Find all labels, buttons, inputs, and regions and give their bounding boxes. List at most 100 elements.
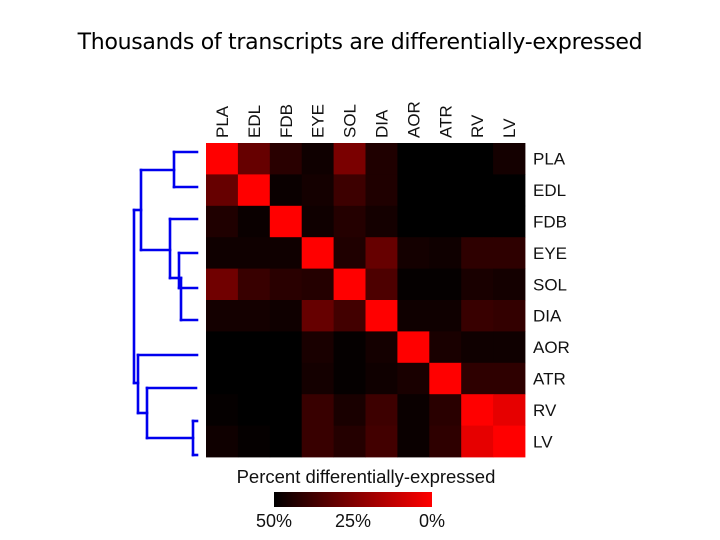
heatmap-cell xyxy=(269,237,303,269)
heatmap-cell xyxy=(301,268,334,301)
column-label: ATR xyxy=(436,105,455,138)
heatmap-cell xyxy=(333,300,366,332)
heatmap-cell xyxy=(493,237,526,269)
heatmap-cell xyxy=(333,362,366,395)
column-label: FDB xyxy=(277,104,296,138)
heatmap-cell xyxy=(493,143,526,175)
heatmap-cell xyxy=(301,331,334,364)
heatmap-cell xyxy=(269,362,303,395)
heatmap-cell xyxy=(493,174,526,207)
heatmap-cell xyxy=(365,331,398,364)
heatmap-cell xyxy=(365,143,398,175)
column-label: EYE xyxy=(309,104,328,138)
heatmap-cell xyxy=(365,205,398,238)
heatmap-cell xyxy=(397,174,430,207)
heatmap-cell xyxy=(461,331,494,364)
slide-title: Thousands of transcripts are differentia… xyxy=(77,30,643,55)
heatmap-cell xyxy=(397,143,430,175)
heatmap-cell xyxy=(333,237,366,269)
heatmap-cell xyxy=(206,205,239,238)
heatmap-cell xyxy=(206,143,239,175)
heatmap-cell xyxy=(365,394,398,426)
row-dendrogram xyxy=(132,150,199,457)
heatmap-cell xyxy=(269,425,303,458)
heatmap-cell xyxy=(206,300,239,332)
heatmap-cell xyxy=(206,237,239,269)
heatmap-cell xyxy=(397,362,430,395)
heatmap-cell xyxy=(365,237,398,269)
heatmap-cell xyxy=(365,174,398,207)
heatmap-cell xyxy=(237,237,271,269)
heatmap-cell xyxy=(493,394,526,426)
row-label: AOR xyxy=(533,338,570,357)
heatmap-cell xyxy=(461,205,494,238)
heatmap-cell xyxy=(301,425,334,458)
heatmap-cell xyxy=(333,394,366,426)
row-label: EDL xyxy=(533,181,566,200)
heatmap-cell xyxy=(429,237,462,269)
heatmap-cell xyxy=(397,237,430,269)
heatmap-cell xyxy=(397,300,430,332)
heatmap-cell xyxy=(269,268,303,301)
heatmap-cell xyxy=(397,205,430,238)
row-label: EYE xyxy=(533,244,567,263)
heatmap-cell xyxy=(206,268,239,301)
heatmap-cell xyxy=(269,205,303,238)
heatmap-cell xyxy=(493,268,526,301)
column-label: SOL xyxy=(341,104,360,138)
heatmap-cell xyxy=(301,205,334,238)
heatmap-cell xyxy=(493,425,526,458)
heatmap-cell xyxy=(237,331,271,364)
heatmap-cell xyxy=(333,143,366,175)
heatmap-cell xyxy=(493,300,526,332)
heatmap-cell xyxy=(429,300,462,332)
heatmap-cell xyxy=(461,300,494,332)
heatmap-cell xyxy=(333,425,366,458)
heatmap-cell xyxy=(206,331,239,364)
heatmap-cell xyxy=(461,174,494,207)
heatmap-cell xyxy=(206,394,239,426)
heatmap-cell xyxy=(397,425,430,458)
column-labels: PLA EDL FDB EYE SOL DIA AOR ATR RV LV xyxy=(213,101,519,138)
heatmap-cell xyxy=(461,143,494,175)
heatmap-cell xyxy=(301,394,334,426)
heatmap-cell xyxy=(493,362,526,395)
row-label: DIA xyxy=(533,307,562,326)
heatmap-cell xyxy=(365,268,398,301)
heatmap-cell xyxy=(461,237,494,269)
row-label: FDB xyxy=(533,213,567,232)
heatmap-cell xyxy=(461,394,494,426)
column-label: LV xyxy=(500,118,519,138)
heatmap-cell xyxy=(429,362,462,395)
heatmap-cell xyxy=(429,425,462,458)
heatmap-cell xyxy=(237,362,271,395)
heatmap-cell xyxy=(333,174,366,207)
heatmap-cell xyxy=(429,268,462,301)
heatmap-cell xyxy=(269,331,303,364)
heatmap-cell xyxy=(237,143,271,175)
heatmap-cell xyxy=(429,143,462,175)
column-label: AOR xyxy=(404,101,423,138)
heatmap-cell xyxy=(269,394,303,426)
heatmap-cell xyxy=(493,205,526,238)
heatmap-cell xyxy=(397,268,430,301)
row-label: LV xyxy=(533,432,553,451)
heatmap-cell xyxy=(269,300,303,332)
heatmap-cell xyxy=(237,300,271,332)
heatmap-cell xyxy=(301,362,334,395)
row-label: ATR xyxy=(533,370,566,389)
heatmap-cell xyxy=(301,237,334,269)
column-label: EDL xyxy=(245,105,264,138)
heatmap-cell xyxy=(301,174,334,207)
colorbar-ticks: 50% 25% 0% xyxy=(256,511,445,531)
colorbar-tick-label: 0% xyxy=(419,511,445,531)
heatmap-cell xyxy=(429,331,462,364)
row-label: PLA xyxy=(533,150,566,169)
colorbar-label: Percent differentially-expressed xyxy=(237,466,496,487)
heatmap-cell xyxy=(397,331,430,364)
heatmap-cell xyxy=(206,174,239,207)
heatmap-cell xyxy=(301,300,334,332)
heatmap-cell xyxy=(461,362,494,395)
heatmap-cell xyxy=(493,331,526,364)
